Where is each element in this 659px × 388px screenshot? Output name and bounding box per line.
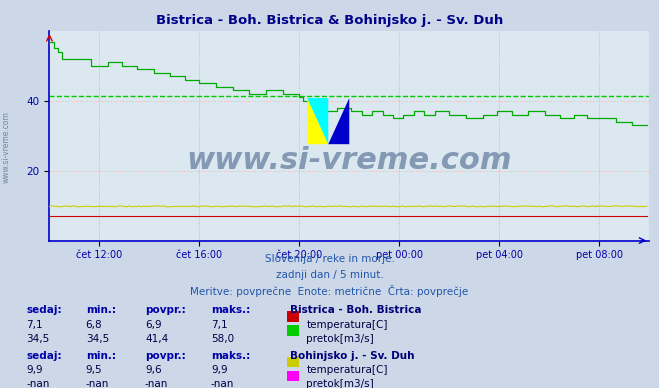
- Text: maks.:: maks.:: [211, 351, 250, 361]
- Text: 9,9: 9,9: [26, 365, 43, 376]
- Text: temperatura[C]: temperatura[C]: [306, 365, 388, 376]
- Text: min.:: min.:: [86, 351, 116, 361]
- Text: Bistrica - Boh. Bistrica: Bistrica - Boh. Bistrica: [290, 305, 422, 315]
- Text: povpr.:: povpr.:: [145, 351, 186, 361]
- Text: 9,6: 9,6: [145, 365, 161, 376]
- Text: pretok[m3/s]: pretok[m3/s]: [306, 334, 374, 344]
- Polygon shape: [307, 98, 328, 144]
- Text: 34,5: 34,5: [86, 334, 109, 344]
- Text: 7,1: 7,1: [26, 320, 43, 330]
- Text: 58,0: 58,0: [211, 334, 234, 344]
- Text: min.:: min.:: [86, 305, 116, 315]
- Text: 7,1: 7,1: [211, 320, 227, 330]
- Text: 6,8: 6,8: [86, 320, 102, 330]
- Text: -nan: -nan: [86, 379, 109, 388]
- Text: 6,9: 6,9: [145, 320, 161, 330]
- Text: sedaj:: sedaj:: [26, 305, 62, 315]
- Text: Bistrica - Boh. Bistrica & Bohinjsko j. - Sv. Duh: Bistrica - Boh. Bistrica & Bohinjsko j. …: [156, 14, 503, 27]
- Text: -nan: -nan: [145, 379, 168, 388]
- Text: -nan: -nan: [26, 379, 49, 388]
- Polygon shape: [328, 98, 349, 144]
- Text: pretok[m3/s]: pretok[m3/s]: [306, 379, 374, 388]
- Text: 34,5: 34,5: [26, 334, 49, 344]
- Polygon shape: [307, 98, 328, 144]
- Text: povpr.:: povpr.:: [145, 305, 186, 315]
- Text: temperatura[C]: temperatura[C]: [306, 320, 388, 330]
- Text: sedaj:: sedaj:: [26, 351, 62, 361]
- Text: Bohinjsko j. - Sv. Duh: Bohinjsko j. - Sv. Duh: [290, 351, 415, 361]
- Text: 9,9: 9,9: [211, 365, 227, 376]
- Text: 41,4: 41,4: [145, 334, 168, 344]
- Text: Meritve: povprečne  Enote: metrične  Črta: povprečje: Meritve: povprečne Enote: metrične Črta:…: [190, 285, 469, 297]
- Text: www.si-vreme.com: www.si-vreme.com: [2, 111, 11, 184]
- Text: www.si-vreme.com: www.si-vreme.com: [186, 146, 512, 175]
- Text: zadnji dan / 5 minut.: zadnji dan / 5 minut.: [275, 270, 384, 280]
- Text: 9,5: 9,5: [86, 365, 102, 376]
- Text: Slovenija / reke in morje.: Slovenija / reke in morje.: [264, 254, 395, 264]
- Text: maks.:: maks.:: [211, 305, 250, 315]
- Text: -nan: -nan: [211, 379, 234, 388]
